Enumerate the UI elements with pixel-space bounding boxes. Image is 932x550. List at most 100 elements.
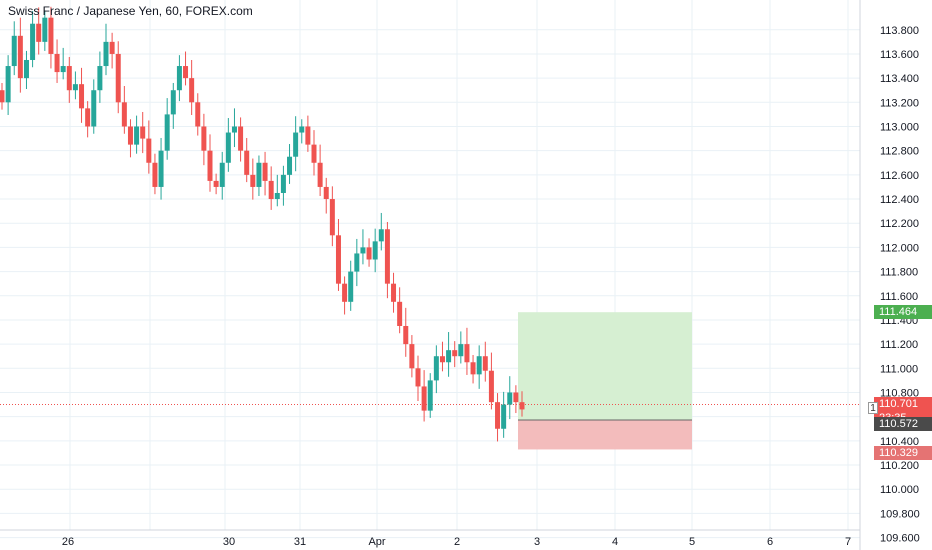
candle-body — [519, 402, 525, 410]
candle-body — [317, 162, 323, 187]
candle-body — [66, 66, 72, 91]
symbol-title: Swiss Franc / Japanese Yen, 60, FOREX.co… — [8, 4, 253, 18]
time-tick-label: 2 — [454, 536, 460, 548]
candle-body — [415, 368, 421, 387]
profit-zone[interactable] — [518, 312, 692, 421]
chart-grid — [0, 0, 860, 539]
candle-body — [513, 392, 519, 403]
candle-body — [250, 174, 256, 187]
time-tick-label: 26 — [62, 536, 74, 548]
candle-body — [458, 344, 464, 357]
candle-body — [127, 126, 133, 145]
candle-body — [238, 126, 244, 151]
flag-marker: 1 — [868, 402, 878, 414]
candle-body — [482, 356, 488, 371]
price-tick-label: 110.800 — [880, 387, 919, 399]
candle-body — [305, 126, 311, 145]
candle-body — [348, 271, 354, 302]
candle-body — [176, 66, 182, 91]
candle-body — [501, 404, 507, 429]
candle-body — [342, 283, 348, 302]
candle-body — [323, 186, 329, 200]
candle-body — [311, 144, 317, 163]
candle-body — [219, 162, 225, 187]
stop-price-tag: 110.329 — [874, 446, 932, 461]
candle-body — [403, 325, 409, 345]
candle-body — [446, 350, 452, 363]
candle-body — [48, 17, 54, 54]
candle-body — [287, 156, 293, 175]
candle-body — [11, 35, 17, 67]
candle-body — [23, 59, 29, 79]
candle-body — [268, 180, 274, 200]
price-tick-label: 112.200 — [880, 218, 919, 230]
candle-body — [256, 162, 262, 187]
candle-body — [158, 150, 164, 187]
target-price-tag: 111.464 — [874, 305, 932, 320]
candle-body — [280, 174, 286, 193]
candle-body — [146, 138, 152, 163]
candle-body — [507, 392, 513, 405]
price-tick-label: 110.000 — [880, 484, 919, 496]
candlestick-series — [0, 6, 525, 442]
price-tick-label: 113.200 — [880, 97, 919, 109]
candle-body — [79, 84, 85, 109]
candle-body — [36, 23, 42, 42]
candle-body — [0, 90, 5, 103]
loss-zone[interactable] — [518, 420, 692, 450]
candle-body — [495, 402, 501, 429]
time-axis[interactable]: 26 30 31 Apr 2 3 4 5 6 7 — [0, 529, 860, 548]
candle-body — [72, 84, 78, 91]
time-tick-label: 6 — [767, 536, 773, 548]
candle-body — [85, 108, 91, 127]
current-price-tag: 110.701 — [874, 397, 932, 412]
time-tick-label: 5 — [689, 536, 695, 548]
price-tick-label: 111.200 — [880, 339, 918, 351]
candle-body — [5, 66, 11, 103]
candle-body — [244, 150, 250, 175]
candle-body — [54, 53, 60, 73]
time-tick-label: Apr — [368, 536, 385, 548]
candle-body — [42, 17, 48, 42]
candle-body — [293, 132, 299, 157]
candle-body — [433, 356, 439, 381]
entry-price-tag: 110.572 — [874, 417, 932, 432]
price-tick-label: 112.000 — [880, 242, 919, 254]
candle-body — [97, 66, 103, 91]
time-tick-label: 7 — [845, 536, 851, 548]
price-tick-label: 110.400 — [880, 436, 919, 448]
candle-body — [152, 162, 158, 187]
candle-body — [384, 229, 390, 284]
time-tick-label: 31 — [294, 536, 306, 548]
candle-body — [439, 356, 445, 363]
candle-body — [195, 102, 201, 127]
candle-body — [274, 192, 280, 200]
price-tick-label: 112.400 — [880, 194, 919, 206]
price-axis[interactable]: 113.800 113.600 113.400 113.200 113.000 112.8… — [859, 0, 920, 550]
candle-body — [360, 247, 366, 254]
candle-body — [464, 344, 470, 363]
candle-body — [103, 41, 109, 67]
candle-body — [452, 350, 458, 357]
time-tick-label: 30 — [223, 536, 235, 548]
candle-body — [121, 102, 127, 127]
candle-body — [366, 247, 372, 260]
price-tick-label: 109.600 — [880, 533, 920, 545]
candle-body — [164, 114, 170, 151]
candle-body — [421, 386, 427, 411]
candle-body — [134, 126, 140, 145]
price-tick-label: 111.000 — [880, 363, 918, 375]
price-tick-label: 113.400 — [880, 73, 919, 85]
candle-body — [488, 370, 494, 403]
candle-body — [17, 35, 23, 79]
candle-body — [91, 90, 97, 127]
candle-body — [109, 41, 115, 54]
candle-body — [60, 66, 66, 73]
candle-body — [213, 180, 219, 187]
candle-body — [354, 253, 360, 272]
candle-body — [378, 229, 384, 242]
candle-body — [140, 126, 146, 139]
candle-body — [397, 301, 403, 326]
